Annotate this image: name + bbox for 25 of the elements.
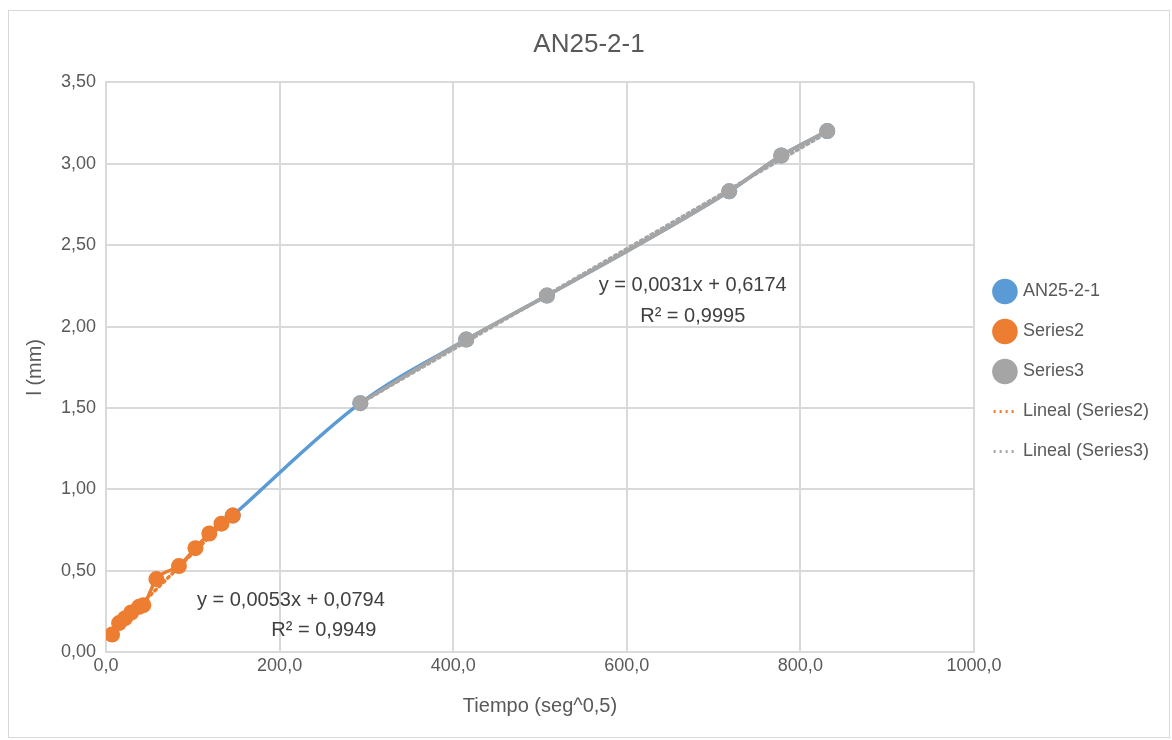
y-tick-label: 0,50 — [60, 559, 97, 580]
y-tick-label: 3,00 — [60, 152, 97, 173]
legend-label: Lineal (Series2) — [1022, 400, 1149, 421]
x-tick-label: 1000,0 — [946, 655, 1002, 676]
legend-label: Series2 — [1022, 320, 1084, 341]
legend-label: Series3 — [1022, 360, 1084, 381]
x-tick-label: 400,0 — [430, 655, 476, 676]
y-tick-label: 1,50 — [60, 397, 97, 417]
annotation: R² = 0,9995 — [640, 304, 746, 327]
y-axis-title: l (mm) — [22, 338, 45, 396]
x-tick-label: 0,0 — [93, 655, 119, 676]
y-tick-label: 1,00 — [60, 478, 97, 499]
x-tick-label: 200,0 — [257, 655, 303, 676]
y-tick-label: 2,50 — [60, 234, 97, 255]
x-axis-title: Tiempo (seg^0,5) — [462, 693, 618, 716]
chart-title: AN25-2-1 — [533, 27, 645, 58]
y-tick-label: 3,50 — [60, 71, 97, 92]
annotation: y = 0,0053x + 0,0794 — [196, 587, 385, 610]
annotation: y = 0,0031x + 0,6174 — [598, 273, 787, 296]
legend-label: AN25-2-1 — [1022, 280, 1100, 301]
annotation: R² = 0,9949 — [271, 617, 377, 640]
x-tick-label: 600,0 — [604, 655, 650, 676]
x-tick-label: 800,0 — [777, 655, 823, 676]
y-tick-label: 2,00 — [60, 315, 97, 336]
legend-label: Lineal (Series3) — [1022, 440, 1149, 461]
